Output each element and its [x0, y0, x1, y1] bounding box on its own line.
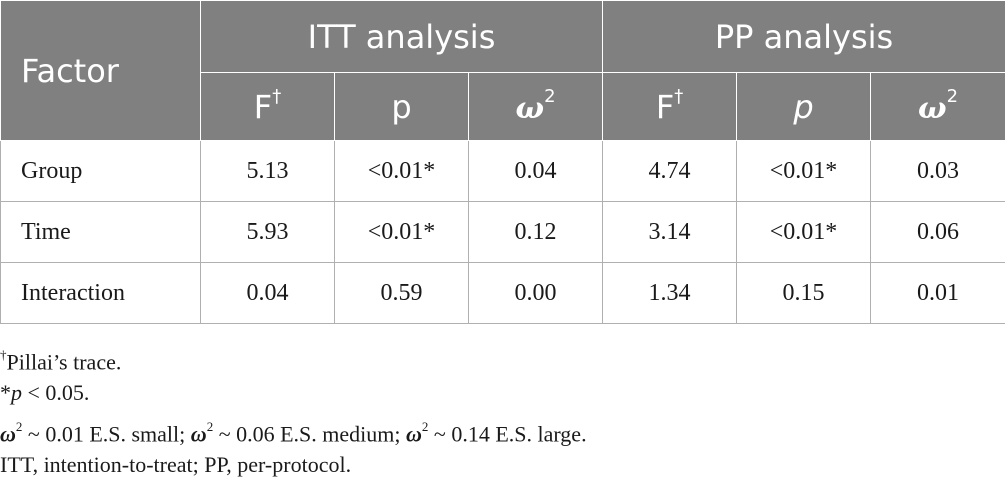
- cell-itt-f: 5.13: [200, 140, 335, 202]
- row-label: Group: [0, 140, 201, 202]
- cell-itt-omega: 0.12: [467, 201, 604, 263]
- table-row: Interaction 0.04 0.59 0.00 1.34 0.15 0.0…: [0, 262, 1005, 324]
- cell-pp-p: 0.15: [736, 262, 872, 324]
- header-pp-omega: ω2: [870, 72, 1005, 141]
- cell-itt-p: <0.01*: [334, 201, 469, 263]
- header-factor: Factor: [0, 0, 201, 141]
- cell-pp-f: 4.74: [602, 140, 738, 202]
- footnote-abbreviations: ITT, intention-to-treat; PP, per-protoco…: [0, 452, 352, 477]
- cell-pp-p: <0.01*: [736, 140, 872, 202]
- header-pp-analysis: PP analysis: [602, 0, 1005, 73]
- cell-pp-omega: 0.06: [870, 201, 1005, 263]
- header-itt-f: F†: [200, 72, 335, 141]
- cell-itt-omega: 0.00: [467, 262, 604, 324]
- row-label: Interaction: [0, 262, 201, 324]
- footnote-pillai: †Pillai’s trace.: [0, 347, 122, 375]
- cell-pp-p: <0.01*: [736, 201, 872, 263]
- cell-pp-omega: 0.01: [870, 262, 1005, 324]
- table-row: Time 5.93 <0.01* 0.12 3.14 <0.01* 0.06: [0, 201, 1005, 263]
- header-itt-p: p: [334, 72, 469, 141]
- footnote-significance: *p < 0.05.: [0, 380, 90, 405]
- cell-itt-p: 0.59: [334, 262, 469, 324]
- table-footnotes: †Pillai’s trace. *p < 0.05. ω2 ~ 0.01 E.…: [0, 339, 587, 483]
- table-row: Group 5.13 <0.01* 0.04 4.74 <0.01* 0.03: [0, 140, 1005, 202]
- row-label: Time: [0, 201, 201, 263]
- cell-pp-f: 1.34: [602, 262, 738, 324]
- cell-itt-p: <0.01*: [334, 140, 469, 202]
- footnote-effect-size: ω2 ~ 0.01 E.S. small; ω2 ~ 0.06 E.S. med…: [0, 419, 587, 447]
- cell-pp-f: 3.14: [602, 201, 738, 263]
- header-itt-omega: ω2: [467, 72, 604, 141]
- results-table: Factor ITT analysis PP analysis F† p ω2 …: [0, 0, 1005, 324]
- cell-itt-f: 5.93: [200, 201, 335, 263]
- header-itt-analysis: ITT analysis: [199, 0, 604, 73]
- header-pp-p: p: [736, 72, 872, 141]
- cell-pp-omega: 0.03: [870, 140, 1005, 202]
- header-pp-f: F†: [602, 72, 738, 141]
- cell-itt-f: 0.04: [200, 262, 335, 324]
- cell-itt-omega: 0.04: [467, 140, 604, 202]
